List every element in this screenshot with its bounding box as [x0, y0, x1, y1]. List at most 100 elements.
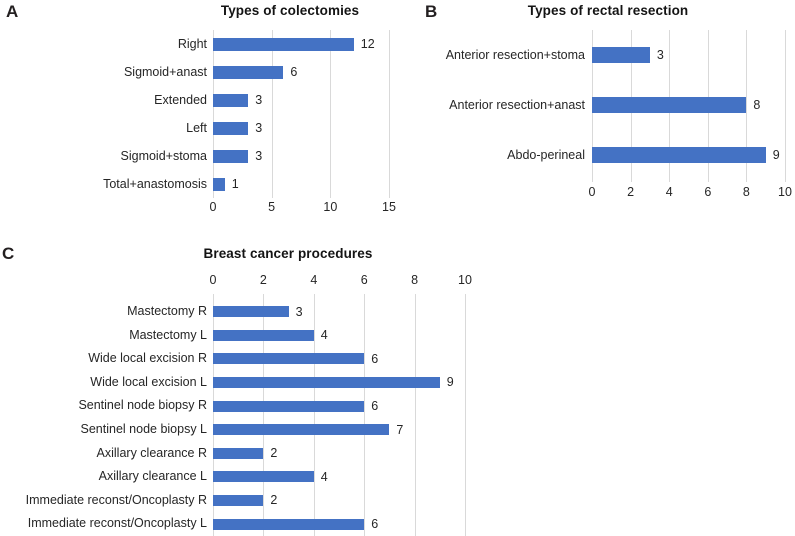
bar: [213, 37, 354, 51]
category-label: Wide local excision L: [90, 374, 207, 389]
chart-title: Types of rectal resection: [527, 3, 689, 18]
bar: [213, 329, 314, 341]
bar: [213, 471, 314, 483]
category-label: Anterior resection+stoma: [445, 48, 585, 62]
bar-row: 9: [213, 371, 465, 395]
data-label: 6: [371, 351, 379, 366]
gridline: [364, 294, 366, 536]
data-label: 6: [371, 516, 379, 531]
bar-row: 6: [213, 512, 465, 536]
bar-row: 3: [592, 30, 785, 80]
bar: [213, 447, 264, 459]
panel-letter-a: A: [6, 2, 19, 21]
bar: [213, 93, 249, 107]
category-label: Left: [186, 121, 207, 135]
data-label: 3: [295, 304, 303, 319]
category-label: Right: [177, 37, 207, 51]
bar-row: 8: [592, 80, 785, 130]
axis-tick-label: 4: [310, 273, 318, 287]
data-label: 2: [270, 493, 278, 508]
category-label: Sentinel node biopsy L: [80, 421, 207, 436]
data-label: 7: [396, 422, 404, 437]
bar-row: 4: [213, 465, 465, 489]
bar-row: 6: [213, 347, 465, 371]
bar: [213, 306, 289, 318]
bar: [213, 518, 365, 530]
bar: [213, 424, 390, 436]
bar: [213, 121, 249, 135]
data-label: 4: [320, 328, 328, 343]
panel-letter-c: C: [2, 244, 15, 263]
data-label: 3: [255, 148, 263, 163]
chart-plot: 12 6 3 3 3 1: [213, 30, 390, 198]
bar-row: 3: [213, 142, 389, 170]
chart-x-axis: 0 2 4 6 8 10: [588, 185, 792, 201]
gridline: [313, 294, 315, 536]
axis-tick-label: 0: [588, 185, 596, 199]
axis-tick-label: 8: [411, 273, 419, 287]
chart-plot: 3 8 9: [592, 30, 786, 182]
axis-tick-label: 5: [268, 200, 276, 214]
category-label: Abdo-perineal: [507, 148, 585, 162]
chart-title: Types of colectomies: [220, 3, 360, 18]
axis-tick-label: 2: [259, 273, 267, 287]
axis-tick-label: 8: [742, 185, 750, 199]
category-label: Sigmoid+stoma: [120, 149, 208, 163]
gridline: [785, 30, 786, 182]
bar-row: 3: [213, 114, 389, 142]
bar-row: 9: [592, 130, 785, 180]
chart-category-labels: Mastectomy R Mastectomy L Wide local excis…: [0, 300, 207, 536]
gridline: [414, 294, 416, 536]
bar: [592, 47, 650, 63]
bar-row: 3: [213, 86, 389, 114]
category-label: Sigmoid+anast: [123, 65, 207, 79]
axis-tick-label: 0: [209, 273, 217, 287]
bar: [213, 177, 225, 191]
category-label: Total+anastomosis: [103, 177, 207, 191]
data-label: 1: [231, 176, 239, 191]
chart-x-axis: 0 2 4 6 8 10: [209, 273, 472, 289]
bar-row: 4: [213, 324, 465, 348]
bar: [213, 65, 284, 79]
bar: [213, 149, 249, 163]
category-label: Wide local excision R: [88, 351, 207, 366]
gridline: [465, 294, 466, 536]
axis-tick-label: 6: [704, 185, 712, 199]
category-label: Immediate reconst/Oncoplasty R: [25, 492, 207, 507]
data-label: 3: [255, 92, 263, 107]
bar-row: 1: [213, 170, 389, 198]
chart-title: Breast cancer procedures: [203, 246, 373, 261]
gridline: [213, 30, 214, 198]
axis-tick-label: 10: [778, 185, 792, 199]
category-label: Mastectomy L: [129, 327, 207, 342]
gridline: [330, 30, 332, 198]
bar-row: 12: [213, 30, 389, 58]
data-label: 12: [360, 36, 375, 51]
data-label: 9: [446, 375, 454, 390]
data-label: 8: [753, 97, 761, 112]
axis-tick-label: 6: [360, 273, 368, 287]
category-label: Anterior resection+anast: [449, 98, 585, 112]
bar: [592, 147, 766, 163]
bar: [213, 400, 365, 412]
bar-row: 2: [213, 489, 465, 513]
gridline: [263, 294, 265, 536]
bar-row: 2: [213, 442, 465, 466]
axis-tick-label: 10: [323, 200, 338, 214]
gridline: [271, 30, 273, 198]
axis-tick-label: 10: [458, 273, 472, 287]
bar: [213, 495, 264, 507]
data-label: 2: [270, 446, 278, 461]
category-label: Axillary clearance L: [98, 469, 207, 484]
bar-row: 6: [213, 58, 389, 86]
bar-row: 6: [213, 394, 465, 418]
bar-row: 7: [213, 418, 465, 442]
category-label: Extended: [154, 93, 207, 107]
bar: [592, 97, 747, 113]
axis-tick-label: 15: [382, 200, 396, 214]
gridline: [389, 30, 390, 198]
gridline: [746, 30, 748, 182]
category-label: Immediate reconst/Oncoplasty L: [27, 516, 207, 531]
data-label: 6: [290, 64, 298, 79]
